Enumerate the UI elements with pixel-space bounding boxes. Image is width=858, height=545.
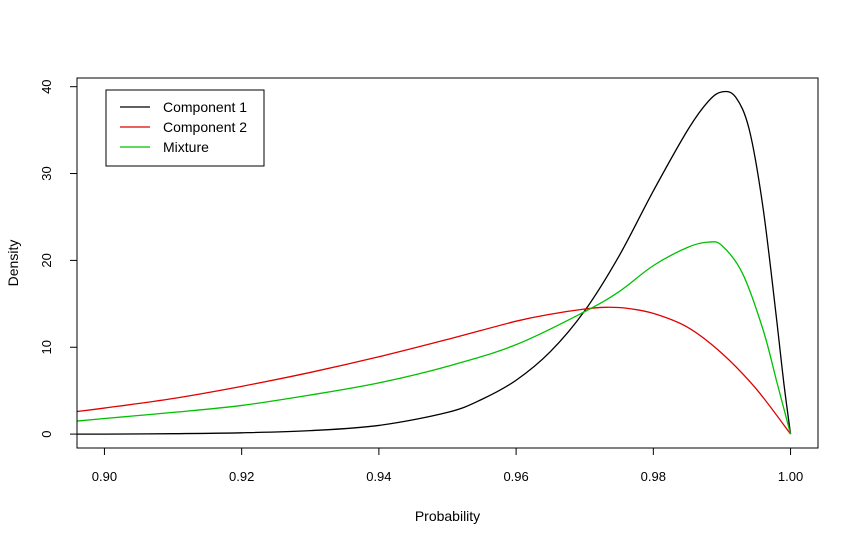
x-tick-label: 0.90 [92,469,117,484]
y-axis-label: Density [5,240,21,287]
x-tick-label: 0.96 [503,469,528,484]
y-tick-label: 10 [39,340,54,354]
y-tick-label: 0 [39,430,54,437]
legend-label: Component 1 [163,99,247,115]
legend-label: Mixture [163,139,209,155]
x-axis-label: Probability [415,508,480,524]
plot-area [77,90,792,435]
legend-box [105,89,265,167]
x-tick-label: 0.94 [366,469,391,484]
x-tick-label: 1.00 [778,469,803,484]
series-line-mixture [77,241,792,435]
y-tick-label: 40 [39,79,54,93]
x-axis: 0.90 0.92 0.94 0.96 0.98 1.00 [92,447,803,484]
legend: Component 1 Component 2 Mixture [105,89,265,167]
y-tick-label: 30 [39,166,54,180]
series-line-component-1 [77,90,792,435]
series-line-component-2 [77,306,792,435]
x-tick-label: 0.98 [641,469,666,484]
legend-label: Component 2 [163,119,247,135]
y-axis: 0 10 20 30 40 [39,79,78,438]
y-tick-label: 20 [39,253,54,267]
x-tick-label: 0.92 [229,469,254,484]
